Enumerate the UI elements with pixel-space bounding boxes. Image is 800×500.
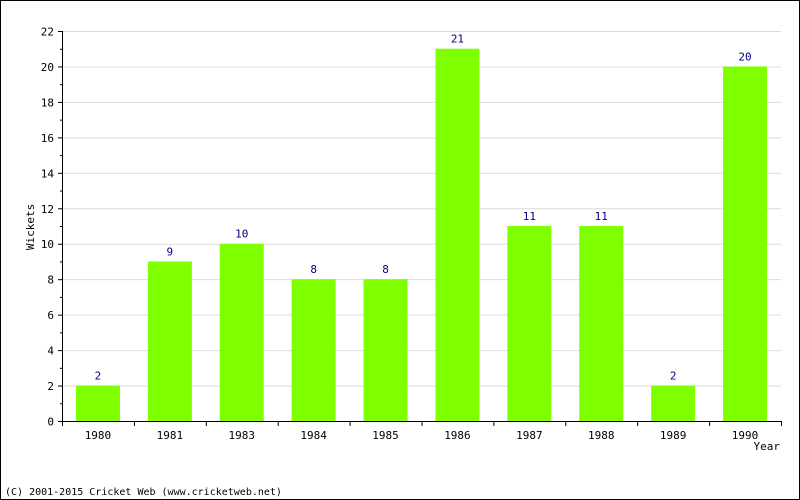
- axes: [58, 31, 782, 426]
- data-label: 8: [310, 263, 317, 276]
- data-label: 2: [670, 370, 677, 383]
- y-tick-label: 12: [41, 203, 54, 216]
- bar-1980: [75, 385, 120, 421]
- bars: [75, 48, 768, 422]
- data-label: 20: [738, 50, 751, 63]
- bar-1989: [651, 385, 696, 421]
- y-tick-label: 2: [47, 380, 54, 393]
- copyright-footer: (C) 2001-2015 Cricket Web (www.cricketwe…: [5, 487, 282, 498]
- labels: 0246810121416182022219809198110198381984…: [41, 26, 759, 443]
- bar-1983: [219, 243, 264, 421]
- y-tick-label: 20: [41, 61, 54, 74]
- data-label: 8: [382, 263, 389, 276]
- x-tick-label: 1988: [588, 429, 615, 442]
- data-label: 11: [595, 210, 608, 223]
- x-tick-label: 1984: [300, 429, 327, 442]
- bar-1990: [723, 66, 768, 422]
- x-tick-label: 1983: [229, 429, 256, 442]
- data-label: 11: [523, 210, 536, 223]
- y-tick-label: 18: [41, 96, 54, 109]
- y-axis-title: Wickets: [24, 204, 37, 250]
- data-label: 2: [95, 370, 102, 383]
- bar-1988: [579, 226, 624, 421]
- bar-1984: [291, 279, 336, 421]
- bar-1981: [147, 261, 192, 421]
- x-tick-label: 1989: [660, 429, 687, 442]
- y-tick-label: 14: [41, 167, 55, 180]
- y-tick-label: 10: [41, 238, 54, 251]
- data-label: 9: [167, 245, 174, 258]
- x-tick-label: 1981: [157, 429, 184, 442]
- y-tick-label: 6: [47, 309, 54, 322]
- bar-1985: [363, 279, 408, 421]
- x-tick-label: 1985: [372, 429, 399, 442]
- data-label: 10: [235, 228, 248, 241]
- data-label: 21: [451, 33, 464, 46]
- x-tick-label: 1990: [732, 429, 759, 442]
- y-tick-label: 22: [41, 26, 54, 39]
- x-axis-title: Year: [754, 440, 781, 453]
- bar-1986: [435, 48, 480, 422]
- y-tick-label: 0: [47, 416, 54, 429]
- y-tick-label: 16: [41, 132, 54, 145]
- bar-1987: [507, 226, 552, 421]
- y-tick-label: 8: [47, 274, 54, 287]
- x-tick-label: 1980: [85, 429, 112, 442]
- y-tick-label: 4: [47, 345, 54, 358]
- x-tick-label: 1986: [444, 429, 471, 442]
- x-tick-label: 1987: [516, 429, 543, 442]
